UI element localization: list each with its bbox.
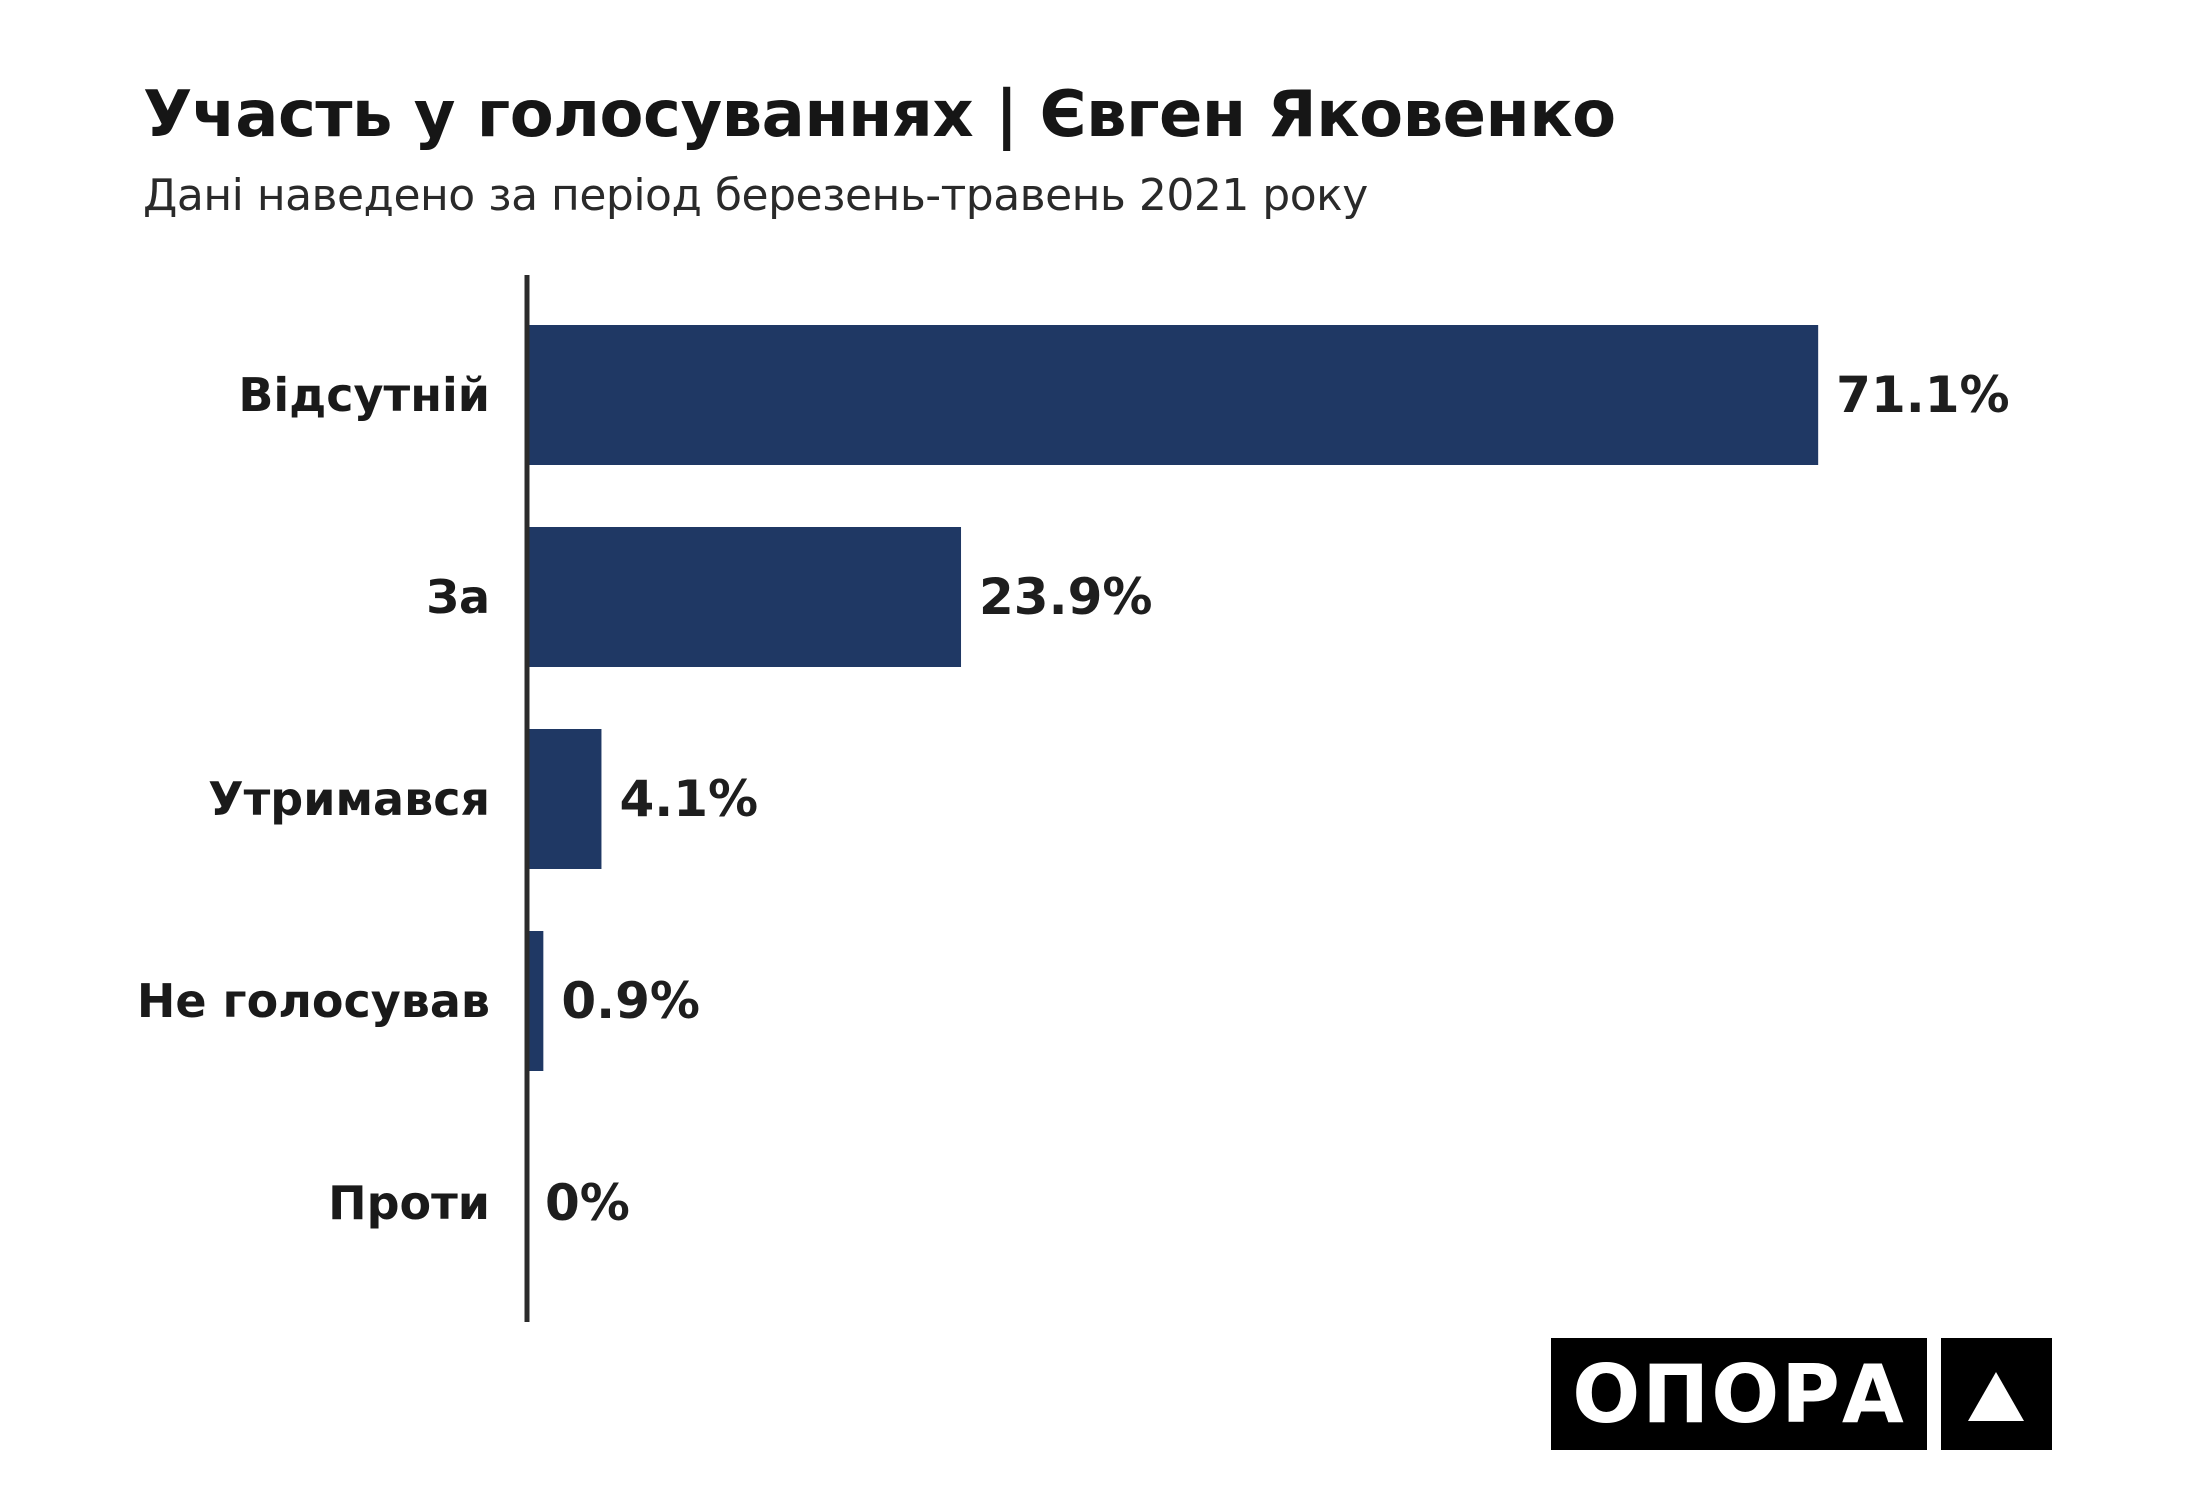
- bar-2: [527, 729, 602, 869]
- chart-subtitle: Дані наведено за період березень-травень…: [143, 170, 1368, 221]
- value-label: 0.9%: [561, 972, 700, 1030]
- value-label: 71.1%: [1836, 366, 2009, 424]
- category-label: Не голосував: [137, 974, 490, 1028]
- bar-3: [527, 931, 544, 1071]
- value-label: 4.1%: [619, 770, 758, 828]
- bar-1: [527, 527, 962, 667]
- category-label: За: [426, 570, 490, 624]
- bar-chart: Відсутній 71.1% За 23.9% Утримався 4.1% Не гол…: [137, 275, 2010, 1322]
- triangle-up-icon: [1941, 1338, 2052, 1450]
- category-label: Проти: [328, 1176, 490, 1230]
- chart-title: Участь у голосуваннях | Євген Яковенко: [143, 78, 1616, 152]
- category-label: Утримався: [208, 772, 490, 826]
- bar-0: [527, 325, 1819, 465]
- value-label: 23.9%: [979, 568, 1152, 626]
- opora-logo: ОПОРА: [1551, 1338, 1927, 1450]
- value-label: 0%: [545, 1174, 630, 1232]
- category-label: Відсутній: [238, 368, 490, 422]
- bars-layer: Відсутній 71.1% За 23.9% Утримався 4.1% Не гол…: [137, 325, 2010, 1232]
